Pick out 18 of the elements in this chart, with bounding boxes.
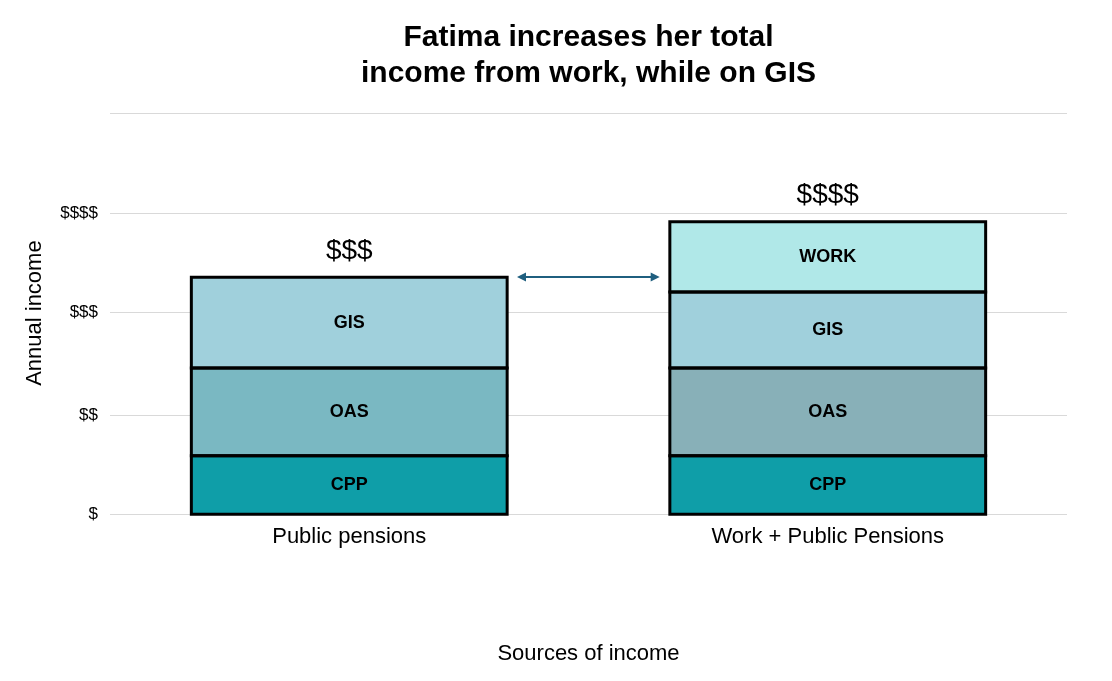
series-label: OAS	[329, 400, 369, 421]
series-label: GIS	[812, 318, 844, 339]
x-tick-label: Public pensions	[272, 523, 427, 549]
series-label: WORK	[799, 245, 857, 266]
text: OAS	[808, 400, 848, 421]
x-axis-title: Sources of income	[497, 639, 680, 665]
y-axis-title: Annual income	[21, 240, 47, 386]
text: GIS	[333, 311, 365, 332]
ref-line-label: $$	[79, 405, 99, 425]
series-label: CPP	[330, 473, 368, 494]
total-label: $$$	[325, 233, 374, 265]
total-label: $$$$	[796, 178, 860, 210]
x-tick-label: Work + Public Pensions	[711, 523, 945, 549]
ref-line-label: $$$	[69, 302, 99, 322]
chart-title: Fatima increases her total income from work, while on GIS	[360, 19, 817, 89]
ref-line-label: $$$$	[60, 203, 99, 223]
text: CPP	[809, 473, 847, 494]
ref-line-label: $	[88, 504, 99, 524]
